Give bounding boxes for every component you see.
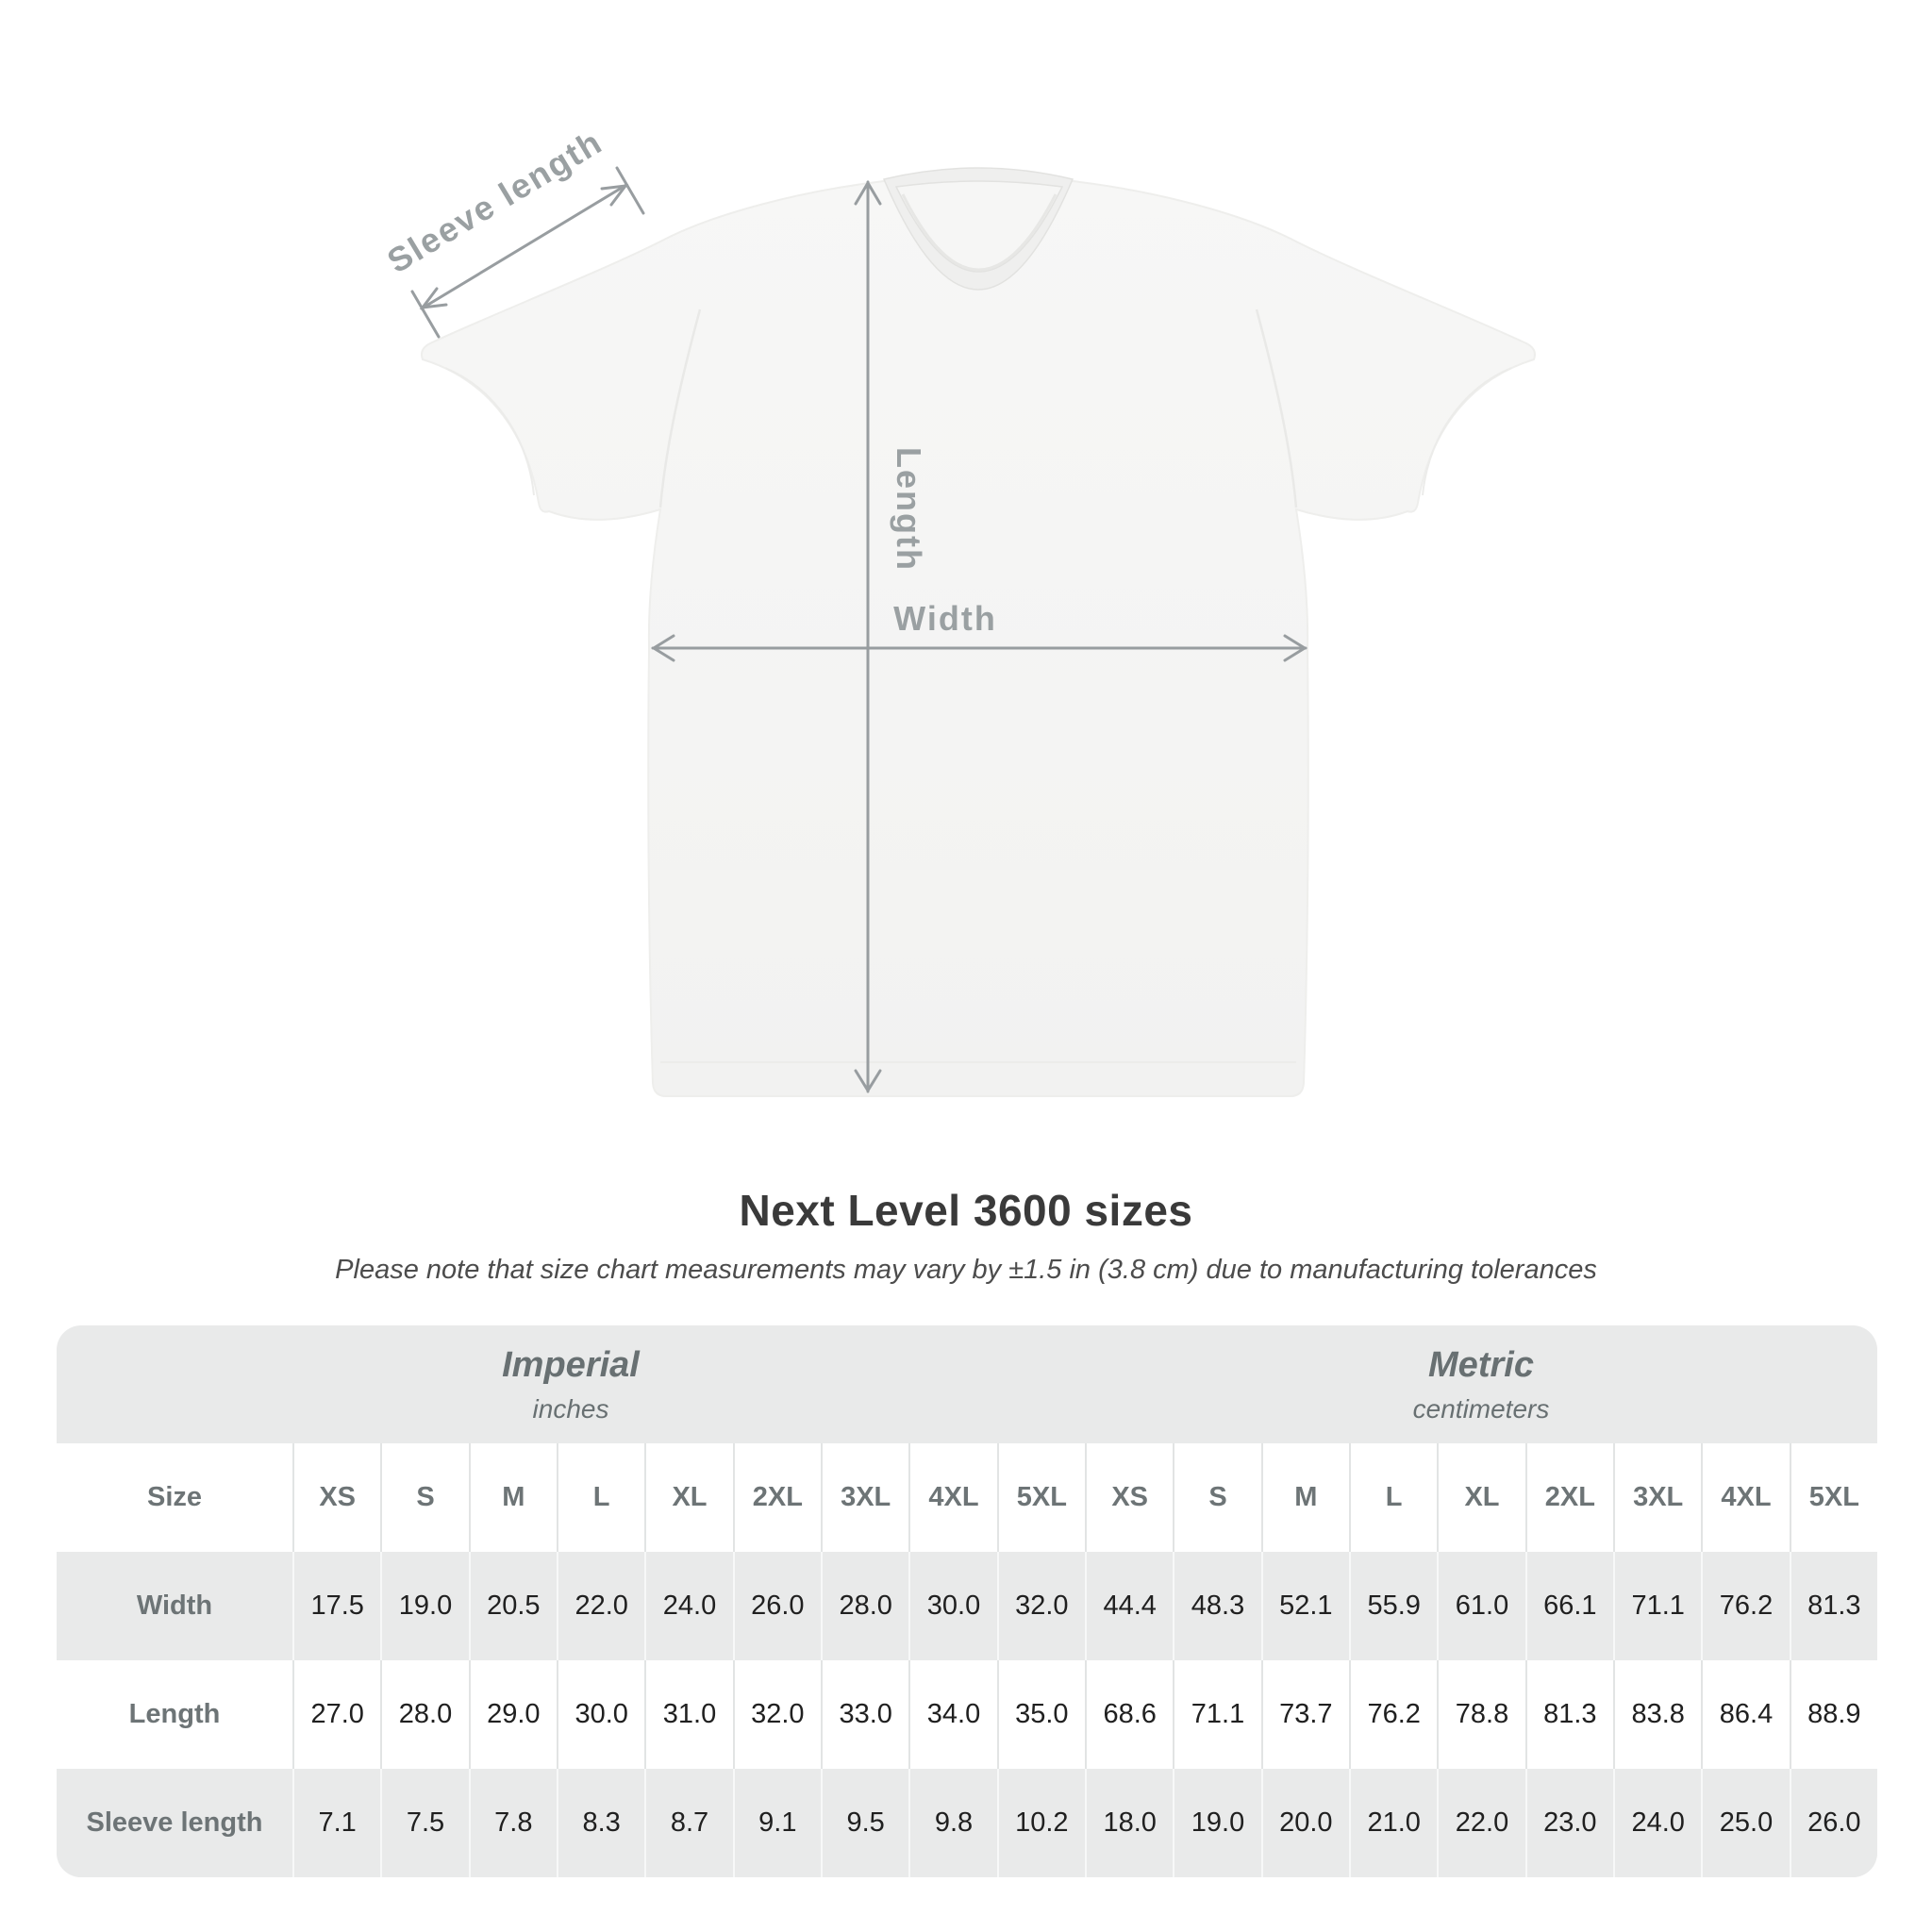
value-cell: 35.0 [996, 1660, 1085, 1769]
value-cell: 88.9 [1789, 1660, 1877, 1769]
value-cell: 8.7 [644, 1769, 733, 1877]
column-header: S [380, 1443, 469, 1552]
value-cell: 33.0 [821, 1660, 909, 1769]
column-header: 3XL [1613, 1443, 1702, 1552]
value-cell: 61.0 [1437, 1552, 1525, 1660]
value-cell: 81.3 [1524, 1660, 1613, 1769]
value-cell: 9.1 [732, 1769, 821, 1877]
column-header: 2XL [1524, 1443, 1613, 1552]
value-cell: 78.8 [1437, 1660, 1525, 1769]
value-cell: 68.6 [1085, 1660, 1174, 1769]
length-label: Length [890, 447, 928, 572]
value-cell: 32.0 [996, 1552, 1085, 1660]
value-cell: 17.5 [292, 1552, 381, 1660]
length-arrow [854, 180, 882, 1093]
sleeve-length-arrow [410, 166, 645, 339]
value-cell: 7.1 [292, 1769, 381, 1877]
value-cell: 26.0 [732, 1552, 821, 1660]
value-cell: 9.5 [821, 1769, 909, 1877]
value-cell: 34.0 [908, 1660, 997, 1769]
tshirt-illustration [421, 167, 1536, 1097]
metric-group-label: Metric [1428, 1344, 1534, 1385]
value-cell: 71.1 [1173, 1660, 1261, 1769]
column-header: 4XL [1701, 1443, 1790, 1552]
imperial-group-unit: inches [532, 1393, 609, 1424]
value-cell: 29.0 [468, 1660, 557, 1769]
value-cell: 23.0 [1524, 1769, 1613, 1877]
value-cell: 7.8 [468, 1769, 557, 1877]
value-cell: 26.0 [1789, 1769, 1877, 1877]
value-cell: 55.9 [1349, 1552, 1438, 1660]
value-cell: 66.1 [1524, 1552, 1613, 1660]
width-label: Width [893, 599, 997, 638]
row-label-width: Width [57, 1552, 292, 1660]
column-header: M [1260, 1443, 1349, 1552]
collar-inner-shadow [901, 193, 1058, 272]
value-cell: 86.4 [1701, 1660, 1790, 1769]
size-column-header: Size [57, 1443, 292, 1552]
column-header: 3XL [821, 1443, 909, 1552]
page-title: Next Level 3600 sizes [739, 1186, 1193, 1235]
tshirt-size-diagram: Sleeve length Length Width [380, 122, 1536, 1097]
value-cell: 9.8 [908, 1769, 997, 1877]
imperial-group-label: Imperial [502, 1344, 640, 1385]
value-cell: 83.8 [1613, 1660, 1702, 1769]
value-cell: 81.3 [1789, 1552, 1877, 1660]
value-cell: 24.0 [1613, 1769, 1702, 1877]
row-label-sleeve-length: Sleeve length [57, 1769, 292, 1877]
value-cell: 10.2 [996, 1769, 1085, 1877]
column-header: XS [1085, 1443, 1174, 1552]
column-header: M [468, 1443, 557, 1552]
value-cell: 30.0 [557, 1660, 645, 1769]
tshirt-body [421, 169, 1536, 1097]
column-header: 5XL [996, 1443, 1085, 1552]
column-header: XL [1437, 1443, 1525, 1552]
value-cell: 28.0 [380, 1660, 469, 1769]
value-cell: 52.1 [1260, 1552, 1349, 1660]
column-header: 2XL [732, 1443, 821, 1552]
value-cell: 27.0 [292, 1660, 381, 1769]
sleeve-length-label: Sleeve length [380, 122, 608, 280]
tshirt-seams [444, 308, 1512, 1063]
metric-group-unit: centimeters [1412, 1393, 1550, 1424]
dimension-lines [410, 166, 1307, 1093]
value-cell: 32.0 [732, 1660, 821, 1769]
value-cell: 76.2 [1701, 1552, 1790, 1660]
column-header: S [1173, 1443, 1261, 1552]
value-cell: 19.0 [1173, 1769, 1261, 1877]
value-cell: 24.0 [644, 1552, 733, 1660]
value-cell: 76.2 [1349, 1660, 1438, 1769]
value-cell: 21.0 [1349, 1769, 1438, 1877]
width-arrow [651, 634, 1307, 662]
size-chart-table: Imperial inches Metric centimeters Size … [57, 1325, 1877, 1877]
value-cell: 20.5 [468, 1552, 557, 1660]
value-cell: 71.1 [1613, 1552, 1702, 1660]
value-cell: 8.3 [557, 1769, 645, 1877]
imperial-group-header: Imperial inches [57, 1325, 1085, 1443]
value-cell: 28.0 [821, 1552, 909, 1660]
value-cell: 22.0 [557, 1552, 645, 1660]
value-cell: 22.0 [1437, 1769, 1525, 1877]
metric-group-header: Metric centimeters [1085, 1325, 1877, 1443]
value-cell: 31.0 [644, 1660, 733, 1769]
row-label-length: Length [57, 1660, 292, 1769]
value-cell: 18.0 [1085, 1769, 1174, 1877]
value-cell: 7.5 [380, 1769, 469, 1877]
tolerance-note: Please note that size chart measurements… [335, 1255, 1597, 1285]
value-cell: 44.4 [1085, 1552, 1174, 1660]
tshirt-collar [882, 167, 1074, 291]
value-cell: 20.0 [1260, 1769, 1349, 1877]
value-cell: 19.0 [380, 1552, 469, 1660]
value-cell: 73.7 [1260, 1660, 1349, 1769]
value-cell: 25.0 [1701, 1769, 1790, 1877]
value-cell: 48.3 [1173, 1552, 1261, 1660]
column-header: L [557, 1443, 645, 1552]
value-cell: 30.0 [908, 1552, 997, 1660]
column-header: XL [644, 1443, 733, 1552]
column-header: XS [292, 1443, 381, 1552]
column-header: 5XL [1789, 1443, 1877, 1552]
column-header: L [1349, 1443, 1438, 1552]
column-header: 4XL [908, 1443, 997, 1552]
